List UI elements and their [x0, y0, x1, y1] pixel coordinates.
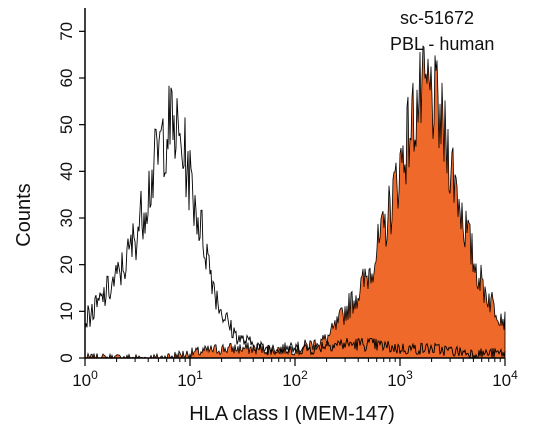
y-tick-label: 50 — [57, 115, 76, 134]
annotation-sample: PBL - human — [390, 34, 494, 54]
histogram-series-group — [84, 45, 506, 360]
y-tick-label: 20 — [57, 255, 76, 274]
ticks-group: 0 10 20 30 40 50 60 70 100 101 102 103 104 — [57, 22, 518, 390]
y-axis-title: Counts — [13, 183, 35, 246]
control-histogram — [84, 85, 506, 360]
y-tick-label: 70 — [57, 22, 76, 41]
stained-sample-histogram — [84, 45, 506, 360]
x-tick-label: 101 — [177, 368, 203, 390]
x-axis-title: HLA class I (MEM-147) — [189, 403, 395, 425]
x-tick-label: 102 — [282, 368, 308, 390]
y-tick-label: 40 — [57, 162, 76, 181]
y-tick-label: 30 — [57, 209, 76, 228]
x-tick-label: 103 — [387, 368, 413, 390]
annotation-catalog-number: sc-51672 — [400, 8, 474, 28]
y-tick-label: 0 — [57, 353, 76, 362]
y-tick-label: 10 — [57, 302, 76, 321]
x-tick-label: 104 — [492, 368, 518, 390]
y-tick-label: 60 — [57, 69, 76, 88]
x-tick-label: 100 — [72, 368, 98, 390]
